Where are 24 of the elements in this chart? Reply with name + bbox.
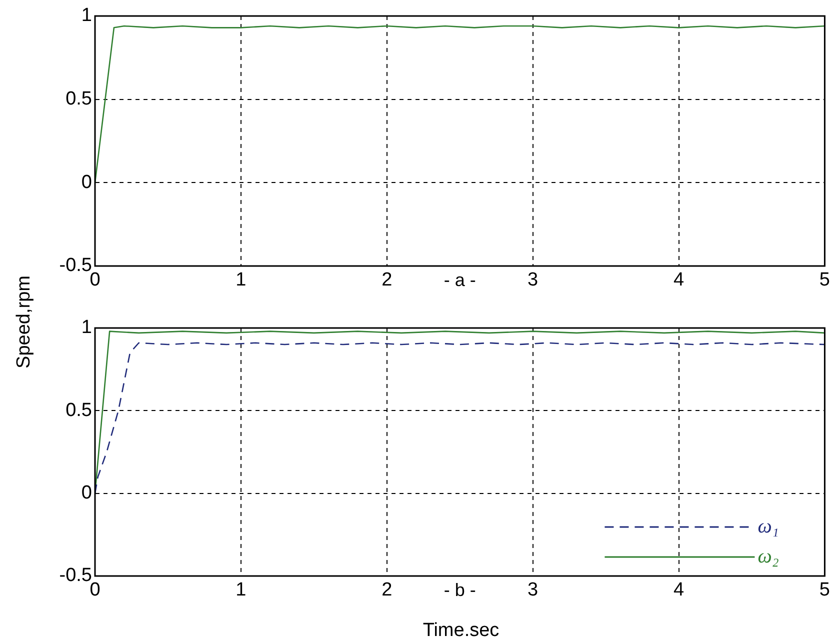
y-tick-label: -0.5: [59, 565, 92, 586]
x-tick-label: 2: [382, 580, 392, 601]
x-tick-label: 5: [819, 580, 830, 601]
text: - b -: [444, 580, 476, 600]
y-tick-label: 0.5: [66, 88, 92, 110]
y-tick-label: 0: [81, 172, 92, 193]
x-tick-label: 5: [819, 270, 830, 291]
x-tick-label: 1: [236, 270, 246, 291]
x-tick-label: 4: [673, 270, 684, 291]
y-tick-label: 0: [81, 482, 92, 504]
text: ω₂: [758, 545, 779, 568]
y-axis-title: Speed,rpm: [12, 276, 35, 368]
x-tick-label: 3: [528, 580, 538, 601]
x-tick-label: 3: [528, 270, 538, 291]
y-tick-label: -0.5: [59, 255, 92, 276]
x-tick-label: 1: [236, 580, 246, 601]
y-tick-label: 1: [81, 5, 92, 26]
y-tick-label: 0.5: [66, 400, 92, 421]
x-axis-title: Time.sec: [422, 620, 500, 642]
text: ω₁: [758, 515, 779, 538]
x-tick-label: 2: [382, 270, 392, 291]
y-tick-label: 1: [81, 317, 92, 338]
x-tick-label: 4: [673, 580, 684, 601]
text: - a -: [444, 270, 476, 290]
